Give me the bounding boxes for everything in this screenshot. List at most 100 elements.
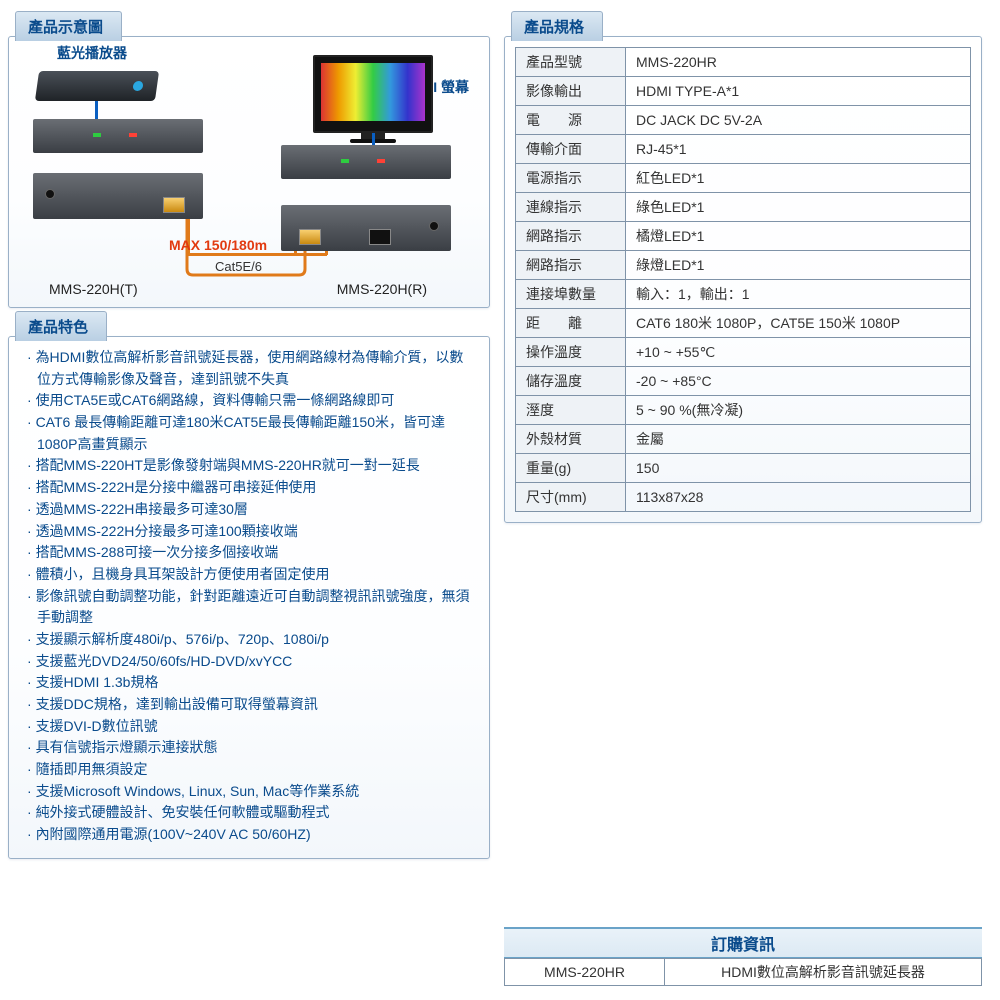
spec-row: 連接埠數量輸入：1，輸出：1 (516, 280, 971, 309)
order-table: MMS-220HRHDMI數位高解析影音訊號延長器 (504, 958, 982, 986)
feature-item: 為HDMI數位高解析影音訊號延長器，使用網路線材為傳輸介質，以數位方式傳輸影像及… (27, 347, 477, 390)
feature-item: 支援DVI-D數位訊號 (27, 716, 477, 738)
features-panel: 產品特色 為HDMI數位高解析影音訊號延長器，使用網路線材為傳輸介質，以數位方式… (8, 336, 490, 859)
feature-item: 影像訊號自動調整功能，針對距離遠近可自動調整視訊訊號強度，無須手動調整 (27, 586, 477, 629)
feature-item: 透過MMS-222H串接最多可達30層 (27, 499, 477, 521)
cat-cable-seg (294, 251, 297, 255)
spec-label: 影像輸出 (516, 77, 626, 106)
order-section: 訂購資訊 MMS-220HRHDMI數位高解析影音訊號延長器 (504, 927, 982, 986)
spec-value: RJ-45*1 (626, 135, 971, 164)
left-column: 產品示意圖 藍光播放器 HDMI 螢幕 (8, 8, 490, 986)
diagram-body: 藍光播放器 HDMI 螢幕 (9, 37, 489, 307)
feature-item: CAT6 最長傳輸距離可達180米CAT5E最長傳輸距離150米，皆可達1080… (27, 412, 477, 455)
spec-value: 綠燈LED*1 (626, 251, 971, 280)
feature-item: 支援DDC規格，達到輸出設備可取得螢幕資訊 (27, 694, 477, 716)
spec-value: MMS-220HR (626, 48, 971, 77)
spec-value: CAT6 180米 1080P，CAT5E 150米 1080P (626, 309, 971, 338)
spec-row: 電 源DC JACK DC 5V-2A (516, 106, 971, 135)
spec-row: 操作溫度+10 ~ +55℃ (516, 338, 971, 367)
cat-cable-seg (187, 253, 327, 256)
right-column: 產品規格 產品型號MMS-220HR影像輸出HDMI TYPE-A*1電 源DC… (504, 8, 982, 986)
spec-value: 綠色LED*1 (626, 193, 971, 222)
bluray-label: 藍光播放器 (57, 43, 127, 63)
spec-row: 溼度5 ~ 90 %(無冷凝) (516, 396, 971, 425)
spec-row: 距 離CAT6 180米 1080P，CAT5E 150米 1080P (516, 309, 971, 338)
spec-value: 紅色LED*1 (626, 164, 971, 193)
receiver-rear (281, 205, 451, 251)
spec-value: -20 ~ +85°C (626, 367, 971, 396)
diagram-panel: 產品示意圖 藍光播放器 HDMI 螢幕 (8, 36, 490, 308)
spec-value: 橘燈LED*1 (626, 222, 971, 251)
feature-item: 支援Microsoft Windows, Linux, Sun, Mac等作業系… (27, 781, 477, 803)
feature-item: 搭配MMS-220HT是影像發射端與MMS-220HR就可一對一延長 (27, 455, 477, 477)
spec-table: 產品型號MMS-220HR影像輸出HDMI TYPE-A*1電 源DC JACK… (515, 47, 971, 512)
spec-label: 連線指示 (516, 193, 626, 222)
feature-item: 使用CTA5E或CAT6網路線，資料傳輸只需一條網路線即可 (27, 390, 477, 412)
spec-row: 尺寸(mm)113x87x28 (516, 483, 971, 512)
receiver-front (281, 145, 451, 179)
spec-row: 網路指示綠燈LED*1 (516, 251, 971, 280)
spec-value: 113x87x28 (626, 483, 971, 512)
spec-label: 重量(g) (516, 454, 626, 483)
bluray-player-icon (35, 71, 159, 101)
spec-label: 電 源 (516, 106, 626, 135)
spec-label: 網路指示 (516, 251, 626, 280)
spec-row: 電源指示紅色LED*1 (516, 164, 971, 193)
spec-row: 產品型號MMS-220HR (516, 48, 971, 77)
feature-item: 內附國際通用電源(100V~240V AC 50/60HZ) (27, 824, 477, 846)
feature-item: 支援顯示解析度480i/p、576i/p、720p、1080i/p (27, 629, 477, 651)
spec-title: 產品規格 (511, 11, 603, 41)
feature-item: 純外接式硬體設計、免安裝任何軟體或驅動程式 (27, 802, 477, 824)
spec-row: 儲存溫度-20 ~ +85°C (516, 367, 971, 396)
order-desc: HDMI數位高解析影音訊號延長器 (665, 959, 982, 986)
spec-value: HDMI TYPE-A*1 (626, 77, 971, 106)
feature-item: 透過MMS-222H分接最多可達100顆接收端 (27, 521, 477, 543)
hdmi-tv-icon (313, 55, 433, 133)
spec-label: 外殼材質 (516, 425, 626, 454)
transmitter-rear (33, 173, 203, 219)
features-title: 產品特色 (15, 311, 107, 341)
spec-row: 外殼材質金屬 (516, 425, 971, 454)
feature-item: 搭配MMS-222H是分接中繼器可串接延伸使用 (27, 477, 477, 499)
cable-type-label: Cat5E/6 (215, 259, 262, 274)
left-device-label: MMS-220H(T) (49, 281, 138, 297)
spec-row: 網路指示橘燈LED*1 (516, 222, 971, 251)
spec-label: 尺寸(mm) (516, 483, 626, 512)
spec-label: 連接埠數量 (516, 280, 626, 309)
feature-item: 隨插即用無須設定 (27, 759, 477, 781)
spec-label: 電源指示 (516, 164, 626, 193)
cat-cable-seg (325, 251, 328, 255)
max-distance-label: MAX 150/180m (169, 237, 267, 253)
spec-label: 產品型號 (516, 48, 626, 77)
spec-value: 輸入：1，輸出：1 (626, 280, 971, 309)
hdmi-cable-left (95, 101, 98, 119)
transmitter-front (33, 119, 203, 153)
order-model: MMS-220HR (505, 959, 665, 986)
spec-row: 影像輸出HDMI TYPE-A*1 (516, 77, 971, 106)
spec-value: 150 (626, 454, 971, 483)
spec-label: 儲存溫度 (516, 367, 626, 396)
spec-label: 傳輸介面 (516, 135, 626, 164)
spec-label: 網路指示 (516, 222, 626, 251)
spec-value: DC JACK DC 5V-2A (626, 106, 971, 135)
spec-value: 5 ~ 90 %(無冷凝) (626, 396, 971, 425)
feature-item: 支援HDMI 1.3b規格 (27, 672, 477, 694)
order-title: 訂購資訊 (504, 927, 982, 958)
feature-item: 支援藍光DVD24/50/60fs/HD-DVD/xvYCC (27, 651, 477, 673)
page-layout: 產品示意圖 藍光播放器 HDMI 螢幕 (8, 8, 992, 986)
spec-value: 金屬 (626, 425, 971, 454)
spec-label: 距 離 (516, 309, 626, 338)
features-list: 為HDMI數位高解析影音訊號延長器，使用網路線材為傳輸介質，以數位方式傳輸影像及… (21, 347, 477, 846)
spec-label: 操作溫度 (516, 338, 626, 367)
spec-row: 傳輸介面RJ-45*1 (516, 135, 971, 164)
order-row: MMS-220HRHDMI數位高解析影音訊號延長器 (505, 959, 982, 986)
spec-label: 溼度 (516, 396, 626, 425)
right-device-label: MMS-220H(R) (337, 281, 427, 297)
feature-item: 體積小，且機身具耳架設計方便使用者固定使用 (27, 564, 477, 586)
feature-item: 搭配MMS-288可接一次分接多個接收端 (27, 542, 477, 564)
feature-item: 具有信號指示燈顯示連接狀態 (27, 737, 477, 759)
spec-row: 重量(g)150 (516, 454, 971, 483)
spec-row: 連線指示綠色LED*1 (516, 193, 971, 222)
spec-value: +10 ~ +55℃ (626, 338, 971, 367)
spec-panel: 產品規格 產品型號MMS-220HR影像輸出HDMI TYPE-A*1電 源DC… (504, 36, 982, 523)
